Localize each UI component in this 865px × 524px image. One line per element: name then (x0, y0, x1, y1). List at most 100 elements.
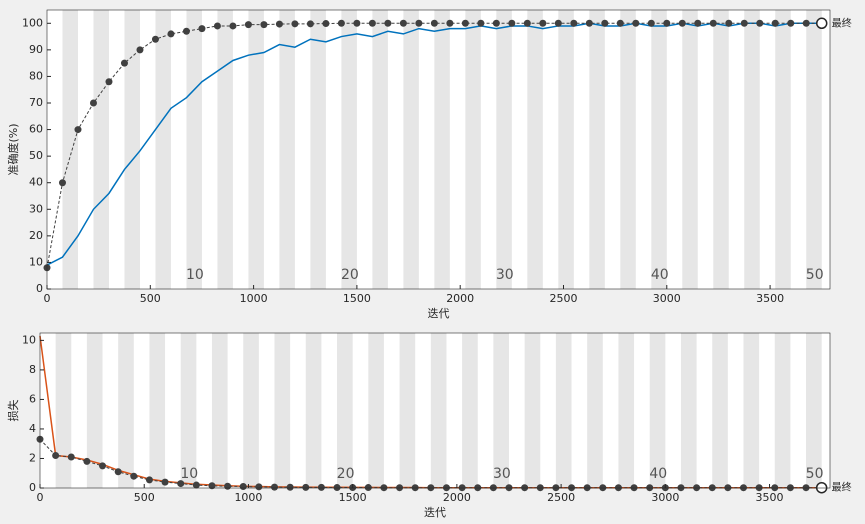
epoch-band (555, 333, 572, 488)
y-tick-label: 2 (29, 451, 36, 464)
epoch-label: 10 (186, 267, 204, 283)
final-label: 最终 (832, 481, 852, 494)
validation-point (120, 59, 128, 67)
epoch-band (337, 333, 353, 488)
validation-point (663, 19, 671, 27)
epoch-band (680, 333, 697, 488)
validation-point (270, 483, 278, 491)
validation-point (477, 19, 485, 27)
validation-point (317, 483, 325, 491)
epoch-band (744, 10, 760, 289)
validation-point (52, 452, 60, 460)
validation-point (570, 19, 578, 27)
y-tick-label: 6 (29, 392, 36, 405)
validation-point (771, 19, 779, 27)
validation-point (74, 126, 82, 134)
epoch-band (430, 333, 447, 488)
validation-point (229, 22, 237, 30)
validation-point (353, 19, 361, 27)
validation-point (224, 482, 232, 490)
epoch-band (186, 10, 202, 289)
validation-point (364, 484, 372, 492)
x-tick-label: 2000 (443, 491, 471, 504)
epoch-band (62, 10, 78, 289)
y-axis-label: 准确度(%) (6, 123, 20, 175)
x-tick-label: 2500 (547, 491, 575, 504)
validation-point (260, 21, 268, 29)
validation-point (291, 20, 299, 28)
validation-point (322, 20, 330, 28)
epoch-band (248, 10, 264, 289)
epoch-band (806, 10, 822, 289)
validation-point (67, 453, 75, 461)
y-tick-label: 50 (29, 149, 43, 162)
epoch-band (368, 333, 384, 488)
y-tick-label: 0 (36, 282, 43, 295)
epoch-band (243, 333, 259, 488)
validation-point (302, 483, 310, 491)
epoch-band (775, 10, 791, 289)
x-tick-label: 0 (37, 491, 44, 504)
epoch-band (620, 10, 636, 289)
validation-point (177, 480, 185, 488)
epoch-band (462, 333, 478, 488)
validation-point (161, 478, 169, 486)
epoch-band (305, 333, 322, 488)
epoch-band (558, 10, 574, 289)
validation-point (255, 483, 263, 491)
epoch-band (649, 333, 666, 488)
epoch-label: 40 (651, 267, 669, 283)
validation-point (213, 22, 221, 30)
validation-point (585, 19, 593, 27)
epoch-band (118, 333, 134, 488)
x-tick-label: 500 (140, 292, 161, 305)
validation-point (725, 19, 733, 27)
validation-point (99, 462, 107, 470)
epoch-label: 20 (341, 267, 359, 283)
epoch-band (496, 10, 512, 289)
validation-point (105, 78, 113, 86)
axes-box (39, 332, 831, 489)
epoch-band (682, 10, 698, 289)
epoch-band (527, 10, 543, 289)
epoch-band (279, 10, 295, 289)
epoch-label: 10 (180, 466, 198, 482)
validation-point (694, 19, 702, 27)
validation-point (709, 19, 717, 27)
x-tick-label: 500 (134, 491, 155, 504)
y-tick-label: 80 (29, 69, 43, 82)
epoch-band (587, 333, 603, 488)
x-tick-label: 3000 (651, 491, 679, 504)
x-tick-label: 3000 (653, 292, 681, 305)
x-tick-label: 1000 (234, 491, 262, 504)
epoch-band (465, 10, 481, 289)
validation-point (89, 99, 97, 107)
validation-point (539, 19, 547, 27)
validation-point (492, 19, 500, 27)
epoch-band (712, 333, 728, 488)
validation-point (114, 468, 122, 476)
epoch-band (217, 10, 233, 289)
epoch-band (86, 333, 103, 488)
epoch-band (341, 10, 357, 289)
validation-point (554, 19, 562, 27)
x-tick-label: 3500 (756, 491, 784, 504)
y-tick-label: 4 (29, 422, 36, 435)
validation-point (632, 19, 640, 27)
epoch-label: 50 (806, 267, 824, 283)
validation-point (275, 20, 283, 28)
validation-point (151, 35, 159, 43)
epoch-band (372, 10, 388, 289)
validation-point (461, 19, 469, 27)
epoch-band (124, 10, 140, 289)
x-tick-label: 1500 (343, 292, 371, 305)
validation-point (756, 19, 764, 27)
epoch-band (180, 333, 197, 488)
y-tick-label: 30 (29, 202, 43, 215)
epoch-band (651, 10, 667, 289)
validation-point (399, 19, 407, 27)
validation-point (740, 19, 748, 27)
axes-box (46, 9, 831, 290)
